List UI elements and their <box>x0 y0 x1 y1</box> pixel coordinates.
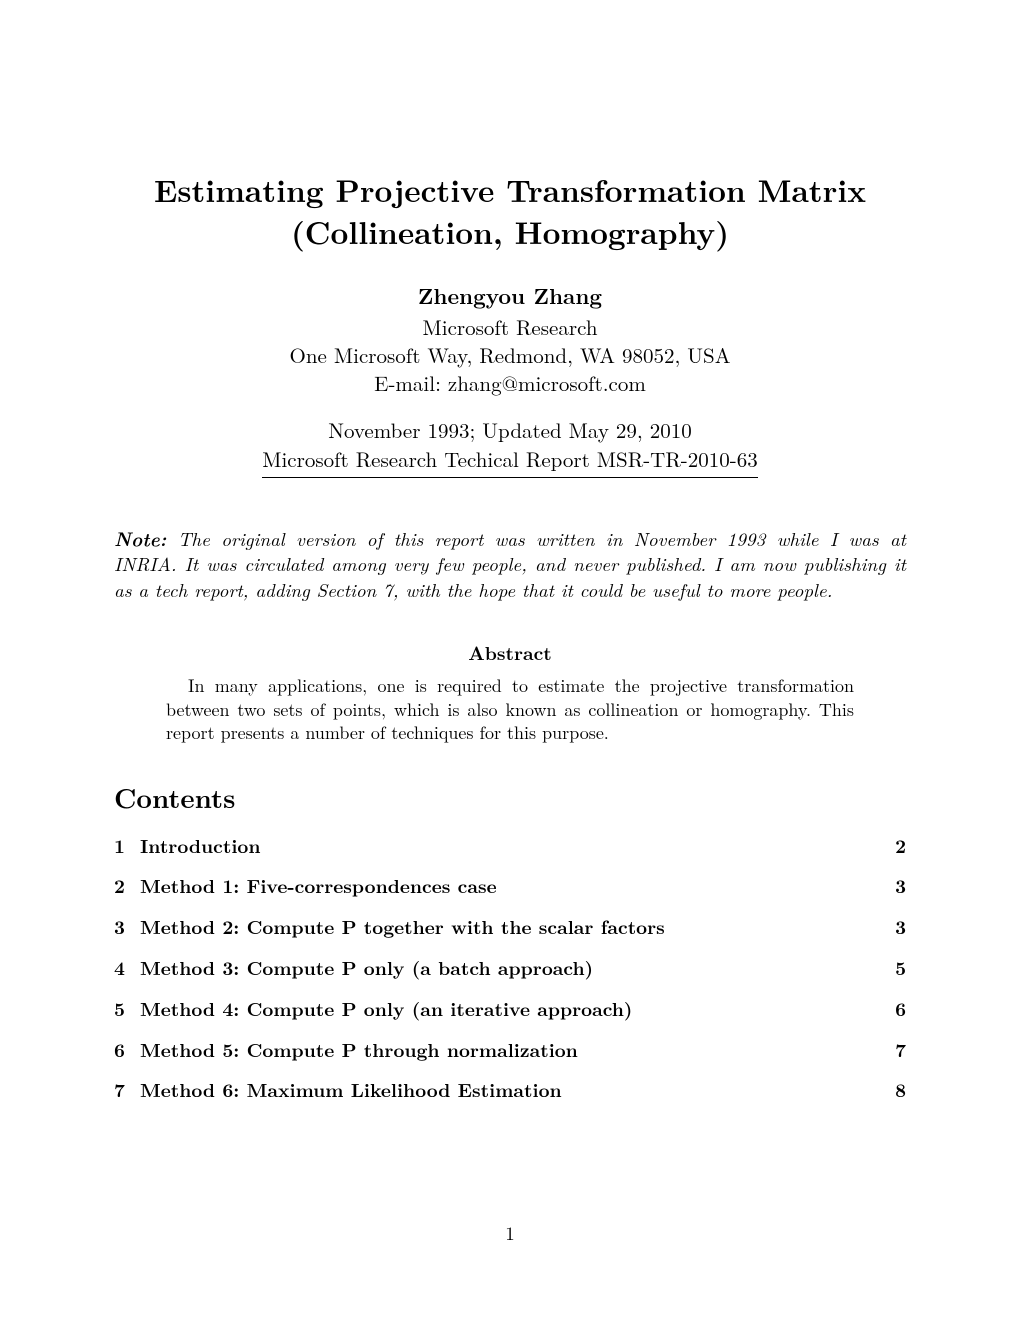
toc-num: 7 <box>114 1078 140 1101</box>
toc-entry: 4 Method 3: Compute P only (a batch appr… <box>114 956 906 979</box>
toc-page: 3 <box>876 915 906 938</box>
toc-num: 5 <box>114 997 140 1020</box>
toc-entry: 3 Method 2: Compute P together with the … <box>114 915 906 938</box>
report-info: November 1993; Updated May 29, 2010 Micr… <box>114 416 906 478</box>
toc-page: 6 <box>876 997 906 1020</box>
toc-title: Method 3: Compute P only (a batch approa… <box>140 956 876 979</box>
toc-title: Method 5: Compute P through normalizatio… <box>140 1038 876 1061</box>
toc-title: Introduction <box>140 834 876 857</box>
toc-page: 3 <box>876 874 906 897</box>
author-name: Zhengyou Zhang <box>114 280 906 311</box>
author-address: One Microsoft Way, Redmond, WA 98052, US… <box>114 341 906 369</box>
toc-page: 8 <box>876 1078 906 1101</box>
toc-title: Method 4: Compute P only (an iterative a… <box>140 997 876 1020</box>
page-number: 1 <box>0 1219 1020 1246</box>
title-line-1: Estimating Projective Transformation Mat… <box>154 168 866 212</box>
toc-num: 3 <box>114 915 140 938</box>
toc-list: 1 Introduction 2 2 Method 1: Five-corres… <box>114 834 906 1102</box>
toc-num: 1 <box>114 834 140 857</box>
toc-page: 2 <box>876 834 906 857</box>
toc-title: Method 6: Maximum Likelihood Estimation <box>140 1078 876 1101</box>
title-line-2: (Collineation, Homography) <box>291 210 729 254</box>
note-label: Note: <box>114 524 166 552</box>
note-block: Note: The original version of this repor… <box>114 526 906 603</box>
toc-entry: 7 Method 6: Maximum Likelihood Estimatio… <box>114 1078 906 1101</box>
toc-entry: 5 Method 4: Compute P only (an iterative… <box>114 997 906 1020</box>
author-affiliation: Microsoft Research <box>114 313 906 341</box>
report-id: Microsoft Research Techical Report MSR-T… <box>262 445 758 477</box>
note-text: The original version of this report was … <box>114 525 906 603</box>
toc-page: 7 <box>876 1038 906 1061</box>
toc-title: Method 1: Five-correspondences case <box>140 874 876 897</box>
date-line: November 1993; Updated May 29, 2010 <box>114 416 906 445</box>
toc-page: 5 <box>876 956 906 979</box>
toc-num: 2 <box>114 874 140 897</box>
toc-num: 6 <box>114 1038 140 1061</box>
paper-page: Estimating Projective Transformation Mat… <box>0 0 1020 1320</box>
contents-heading: Contents <box>114 777 906 816</box>
toc-entry: 2 Method 1: Five-correspondences case 3 <box>114 874 906 897</box>
paper-title: Estimating Projective Transformation Mat… <box>114 170 906 254</box>
abstract-body: In many applications, one is required to… <box>166 674 854 744</box>
author-email: E-mail: zhang@microsoft.com <box>114 369 906 397</box>
toc-title: Method 2: Compute P together with the sc… <box>140 915 876 938</box>
toc-num: 4 <box>114 956 140 979</box>
author-block: Zhengyou Zhang Microsoft Research One Mi… <box>114 280 906 398</box>
abstract-heading: Abstract <box>114 638 906 666</box>
toc-entry: 1 Introduction 2 <box>114 834 906 857</box>
toc-entry: 6 Method 5: Compute P through normalizat… <box>114 1038 906 1061</box>
